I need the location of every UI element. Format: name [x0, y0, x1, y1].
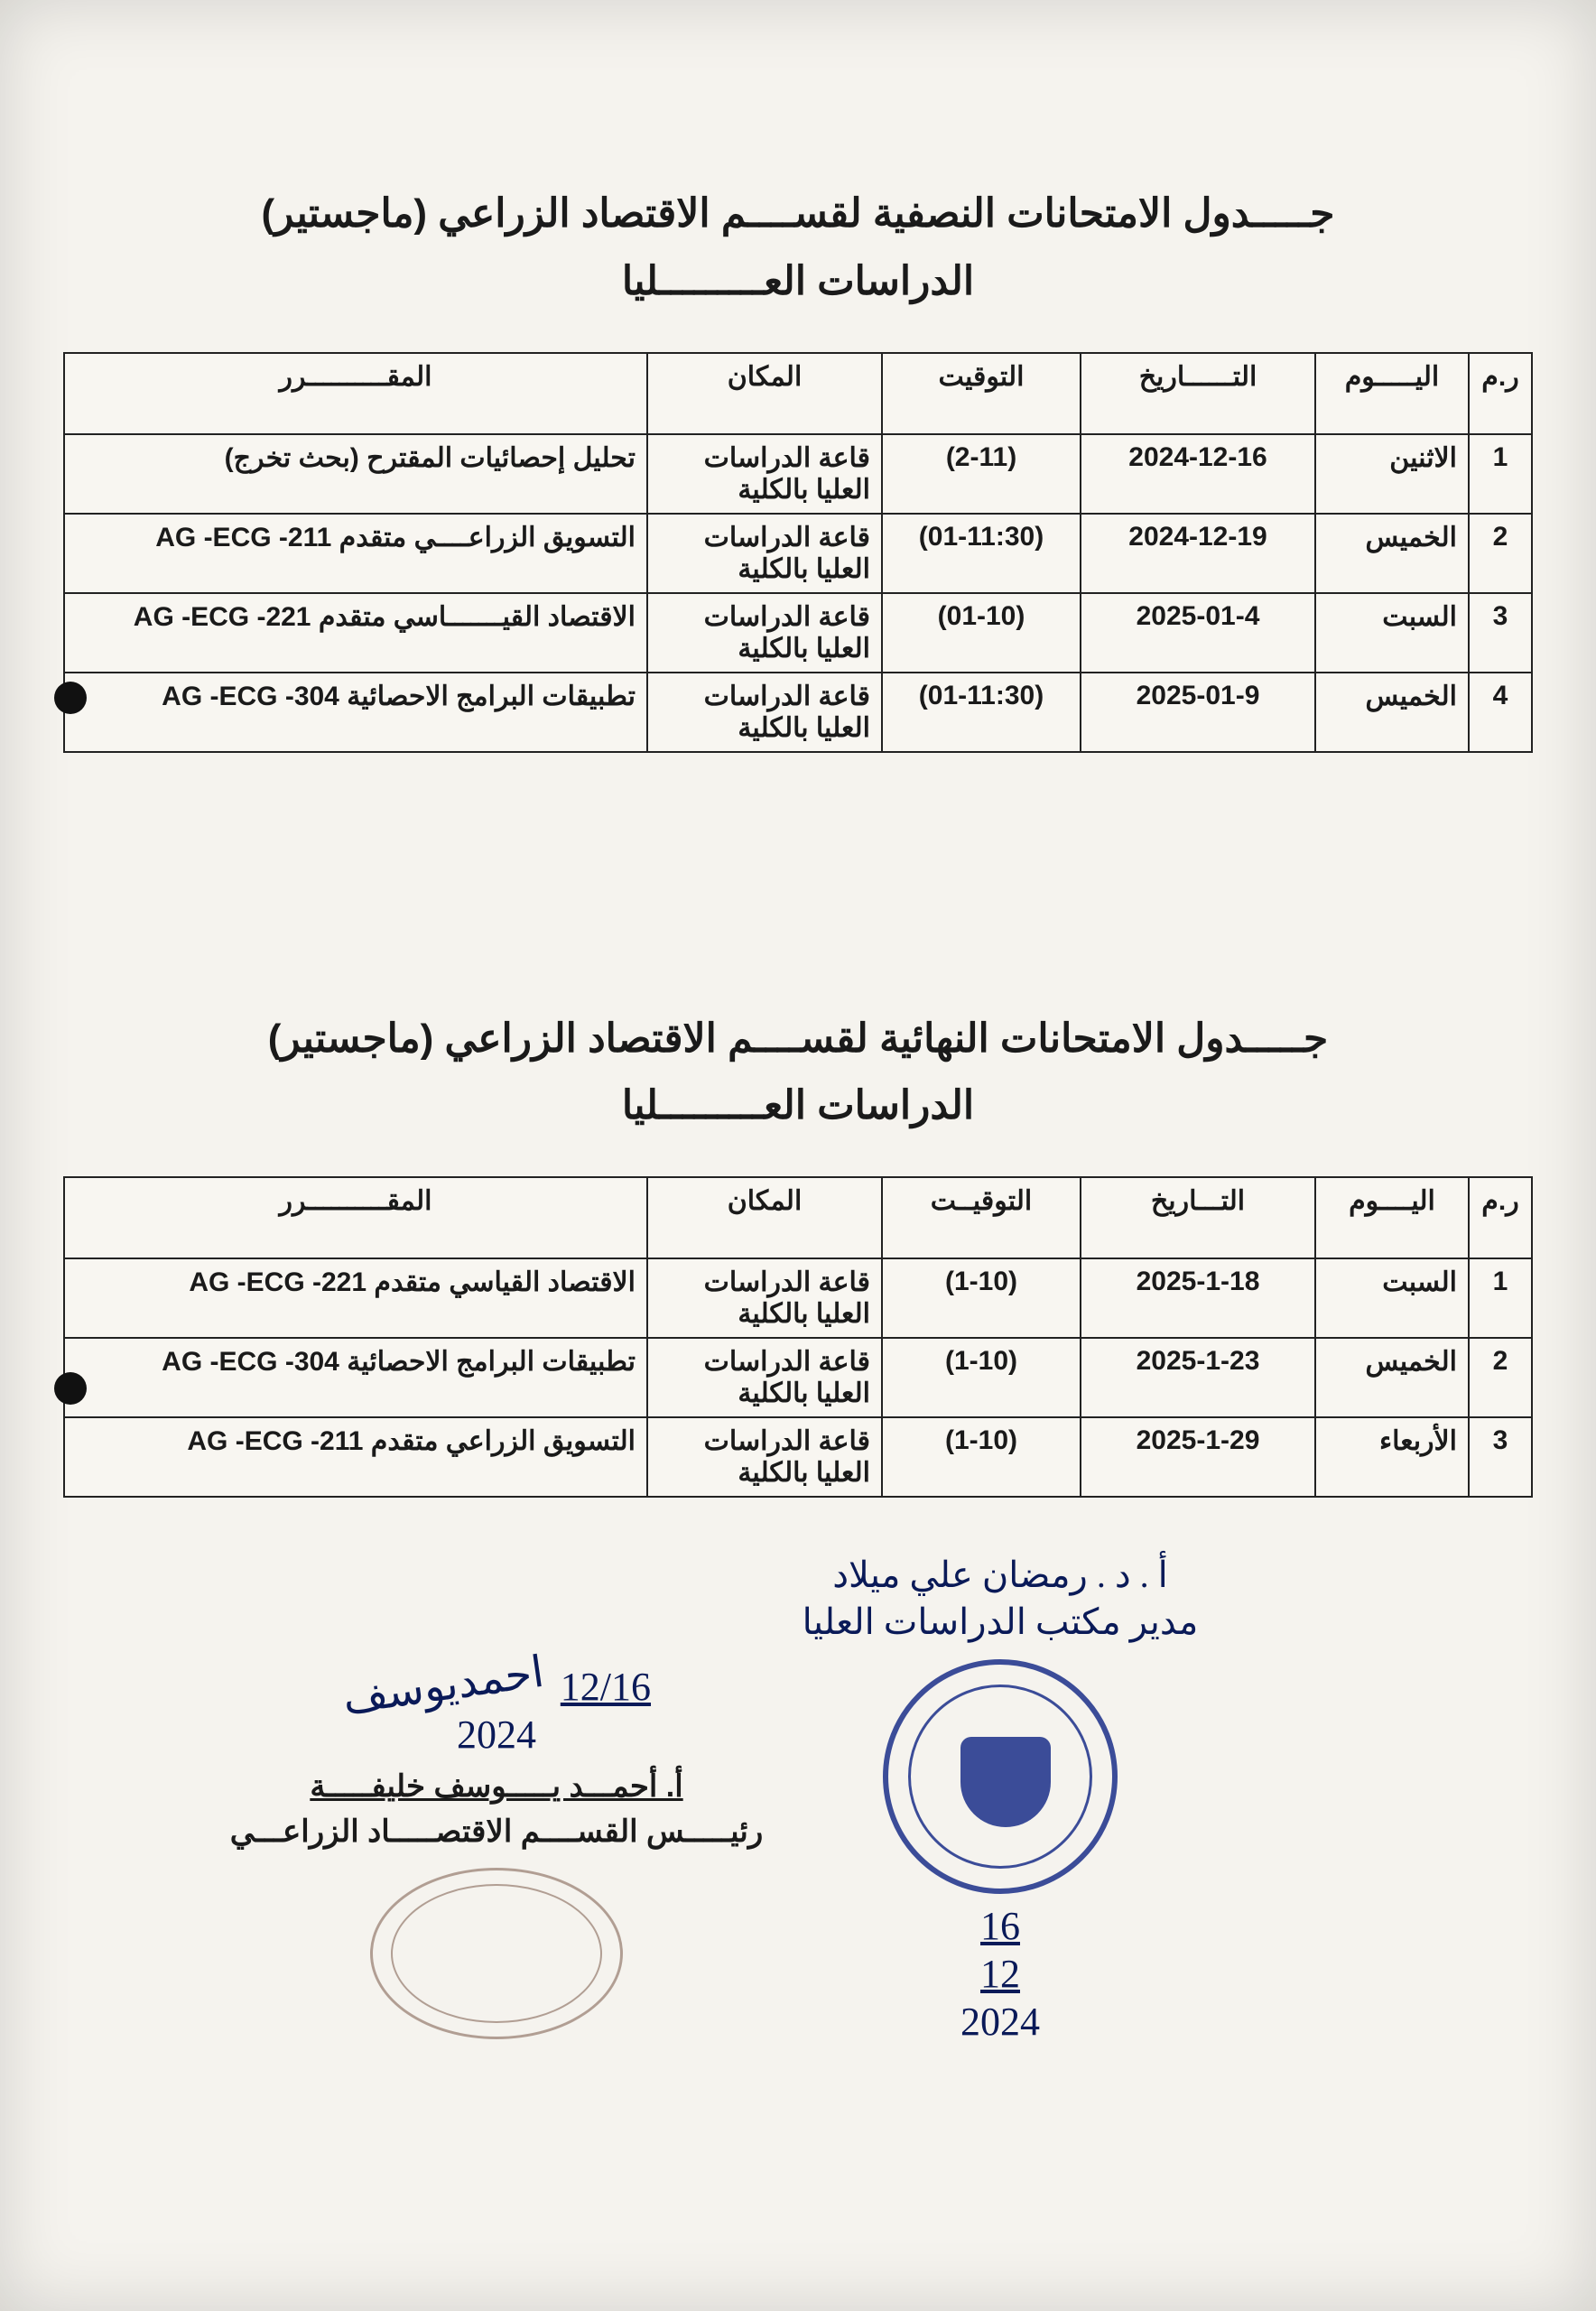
table-row: 4الخميس2025-01-9(01-11:30)قاعة الدراسات …: [64, 673, 1532, 752]
table-row: 3السبت2025-01-4(01-10)قاعة الدراسات العل…: [64, 593, 1532, 673]
table-row: 2الخميس2025-1-23(1-10)قاعة الدراسات العل…: [64, 1338, 1532, 1417]
sig-right-title: مدير مكتب الدراسات العليا: [684, 1599, 1316, 1646]
header-day: اليـــــوم: [1315, 353, 1469, 434]
cell-place: قاعة الدراسات العليا بالكلية: [647, 1417, 882, 1497]
cell-num: 1: [1469, 1258, 1532, 1338]
cell-place: قاعة الدراسات العليا بالكلية: [647, 434, 882, 514]
cell-day: السبت: [1315, 593, 1469, 673]
department-stamp-icon: [370, 1868, 623, 2039]
header-num: ر.م: [1469, 353, 1532, 434]
cell-course: تطبيقات البرامج الاحصائية AG -ECG -304: [64, 1338, 647, 1417]
sig-right-date-d: 16: [684, 1903, 1316, 1951]
cell-course: الاقتصاد القيـــــــاسي متقدم AG -ECG -2…: [64, 593, 647, 673]
header-day: اليــــوم: [1315, 1177, 1469, 1258]
section1-title: جـــــدول الامتحانات النصفية لقســــم ال…: [63, 181, 1533, 316]
signature-right: أ . د . رمضان علي ميلاد مدير مكتب الدراس…: [684, 1552, 1316, 2046]
cell-place: قاعة الدراسات العليا بالكلية: [647, 514, 882, 593]
cell-course: تحليل إحصائيات المقترح (بحث تخرج): [64, 434, 647, 514]
cell-course: التسويق الزراعي متقدم AG -ECG -211: [64, 1417, 647, 1497]
table-header-row: ر.م اليــــوم التـــاريخ التوقيــت المكا…: [64, 1177, 1532, 1258]
cell-place: قاعة الدراسات العليا بالكلية: [647, 1258, 882, 1338]
cell-course: تطبيقات البرامج الاحصائية AG -ECG -304: [64, 673, 647, 752]
cell-time: (1-10): [882, 1258, 1081, 1338]
cell-num: 3: [1469, 593, 1532, 673]
section1-title-line1: جـــــدول الامتحانات النصفية لقســــم ال…: [63, 181, 1533, 248]
punch-hole: [54, 682, 87, 714]
sig-left-name: أ. أحمـــد يـــــوسف خليفـــــة: [226, 1768, 767, 1805]
cell-day: السبت: [1315, 1258, 1469, 1338]
cell-time: (1-10): [882, 1417, 1081, 1497]
table-row: 1الاثنين2024-12-16(2-11)قاعة الدراسات ال…: [64, 434, 1532, 514]
cell-time: (2-11): [882, 434, 1081, 514]
midterm-table: ر.م اليـــــوم التــــــاريخ التوقيت الم…: [63, 352, 1533, 753]
header-place: المكان: [647, 1177, 882, 1258]
header-time: التوقيــت: [882, 1177, 1081, 1258]
header-time: التوقيت: [882, 353, 1081, 434]
header-course: المقــــــــــرر: [64, 1177, 647, 1258]
sig-left-year: 2024: [226, 1712, 767, 1759]
cell-day: الاثنين: [1315, 434, 1469, 514]
cell-place: قاعة الدراسات العليا بالكلية: [647, 1338, 882, 1417]
table-row: 1السبت2025-1-18(1-10)قاعة الدراسات العلي…: [64, 1258, 1532, 1338]
header-place: المكان: [647, 353, 882, 434]
cell-time: (01-11:30): [882, 514, 1081, 593]
signature-area: أ . د . رمضان علي ميلاد مدير مكتب الدراس…: [63, 1552, 1533, 2048]
sig-right-date-y: 2024: [684, 1999, 1316, 2046]
cell-course: التسويق الزراعــــي متقدم AG -ECG -211: [64, 514, 647, 593]
signature-left: 12/16 احمديوسف 2024 أ. أحمـــد يـــــوسف…: [226, 1660, 767, 2039]
document-page: جـــــدول الامتحانات النصفية لقســــم ال…: [0, 0, 1596, 2311]
sig-right-name: أ . د . رمضان علي ميلاد: [684, 1552, 1316, 1599]
sig-left-date: 12/16: [561, 1665, 651, 1709]
cell-time: (01-10): [882, 593, 1081, 673]
cell-day: الخميس: [1315, 673, 1469, 752]
header-course: المقــــــــــرر: [64, 353, 647, 434]
final-table: ر.م اليــــوم التـــاريخ التوقيــت المكا…: [63, 1176, 1533, 1498]
cell-date: 2025-1-23: [1081, 1338, 1315, 1417]
cell-date: 2025-1-29: [1081, 1417, 1315, 1497]
header-date: التـــاريخ: [1081, 1177, 1315, 1258]
sig-right-date-m: 12: [684, 1951, 1316, 1999]
cell-time: (01-11:30): [882, 673, 1081, 752]
table-row: 3الأربعاء2025-1-29(1-10)قاعة الدراسات ال…: [64, 1417, 1532, 1497]
section2-title-line2: الدراسات العـــــــــليا: [63, 1072, 1533, 1140]
cell-num: 2: [1469, 514, 1532, 593]
cell-date: 2024-12-16: [1081, 434, 1315, 514]
cell-course: الاقتصاد القياسي متقدم AG -ECG -221: [64, 1258, 647, 1338]
cell-time: (1-10): [882, 1338, 1081, 1417]
cell-date: 2024-12-19: [1081, 514, 1315, 593]
cell-num: 1: [1469, 434, 1532, 514]
cell-date: 2025-01-9: [1081, 673, 1315, 752]
cell-day: الأربعاء: [1315, 1417, 1469, 1497]
section2-title: جـــــدول الامتحانات النهائية لقســــم ا…: [63, 1006, 1533, 1141]
cell-num: 3: [1469, 1417, 1532, 1497]
table-header-row: ر.م اليـــــوم التــــــاريخ التوقيت الم…: [64, 353, 1532, 434]
punch-hole: [54, 1372, 87, 1405]
cell-date: 2025-1-18: [1081, 1258, 1315, 1338]
cell-day: الخميس: [1315, 1338, 1469, 1417]
header-date: التــــــاريخ: [1081, 353, 1315, 434]
section2-title-line1: جـــــدول الامتحانات النهائية لقســــم ا…: [63, 1006, 1533, 1073]
official-stamp-icon: [883, 1659, 1118, 1894]
cell-num: 4: [1469, 673, 1532, 752]
header-num: ر.م: [1469, 1177, 1532, 1258]
cell-day: الخميس: [1315, 514, 1469, 593]
cell-date: 2025-01-4: [1081, 593, 1315, 673]
cell-place: قاعة الدراسات العليا بالكلية: [647, 673, 882, 752]
cell-place: قاعة الدراسات العليا بالكلية: [647, 593, 882, 673]
sig-left-title: رئيـــــس القســــم الاقتصـــــاد الزراع…: [226, 1814, 767, 1850]
cell-num: 2: [1469, 1338, 1532, 1417]
table-row: 2الخميس2024-12-19(01-11:30)قاعة الدراسات…: [64, 514, 1532, 593]
section1-title-line2: الدراسات العـــــــــليا: [63, 248, 1533, 316]
